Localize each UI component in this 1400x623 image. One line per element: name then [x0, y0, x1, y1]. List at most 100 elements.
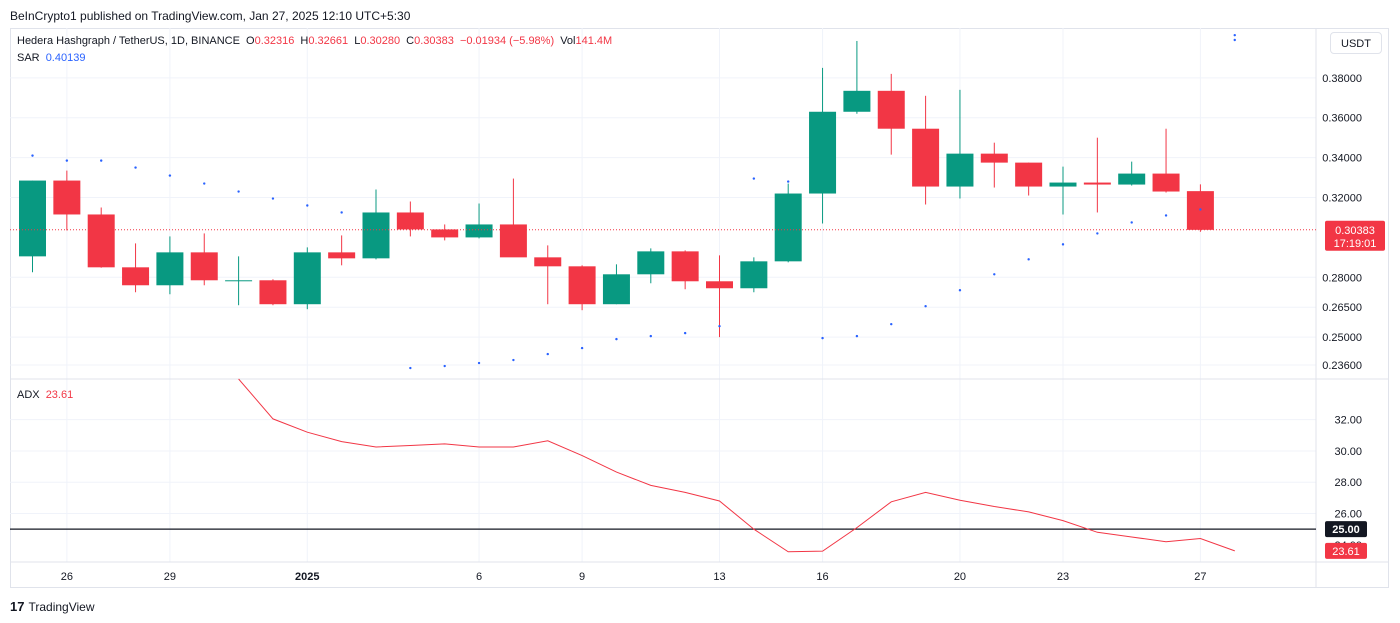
candle-body [225, 280, 253, 282]
sar-dot [271, 197, 275, 200]
candle-body [946, 153, 974, 187]
volume-value: 141.4M [575, 35, 613, 47]
candle [946, 89, 974, 199]
candle-body [190, 252, 218, 281]
adx-legend[interactable]: ADX 23.61 [17, 389, 76, 401]
last-price-tag [1325, 220, 1385, 251]
candle [396, 201, 424, 237]
candle [843, 40, 871, 114]
footer-brand[interactable]: TradingView [28, 599, 95, 614]
sar-dot [237, 190, 240, 193]
sar-dot [649, 334, 652, 338]
candle [156, 236, 184, 295]
candle-body [602, 274, 630, 305]
adx-value-text: 23.61 [1332, 546, 1360, 558]
date-tick-label: 16 [816, 571, 828, 583]
candle [1186, 184, 1214, 232]
price-tick-label: 0.25000 [1322, 332, 1362, 344]
sar-legend[interactable]: SAR 0.40139 [17, 52, 88, 64]
date-tick-label: 20 [954, 571, 966, 583]
candle [225, 256, 253, 306]
sar-dot [477, 361, 481, 365]
sar-dot [1027, 258, 1030, 261]
tradingview-logo-icon[interactable]: 17 [10, 599, 25, 614]
sar-dots [31, 33, 1236, 370]
sar-dot [1130, 221, 1133, 224]
sar-dot [821, 336, 824, 340]
sar-dot [752, 177, 756, 180]
date-tick-label: 2025 [295, 571, 319, 583]
sar-dot [100, 159, 103, 162]
date-tick-label: 6 [476, 571, 482, 583]
candle [1152, 128, 1180, 193]
candle-body [774, 193, 802, 262]
price-tick-label: 0.23600 [1322, 360, 1362, 372]
candle [53, 170, 81, 231]
sar-dot [31, 154, 34, 157]
adx-tick-label: 30.00 [1334, 446, 1362, 458]
sar-dot [1061, 243, 1065, 246]
candle-body [671, 251, 699, 282]
candle [980, 142, 1008, 188]
sar-dot [1096, 232, 1099, 235]
candle [671, 250, 699, 290]
candle [328, 235, 356, 266]
adx-tick-label: 26.00 [1334, 509, 1362, 521]
adx-line [238, 378, 1235, 553]
candle-body [156, 252, 184, 286]
symbol-legend: Hedera Hashgraph / TetherUS, 1D, BINANCE… [17, 35, 615, 47]
sar-dot [683, 331, 687, 335]
candle [259, 279, 287, 306]
low-value: 0.30280 [360, 35, 401, 47]
sar-dot [890, 322, 893, 326]
currency-button[interactable]: USDT [1330, 32, 1382, 54]
candle [706, 255, 733, 338]
sar-dot [1199, 208, 1202, 211]
candle [740, 257, 768, 293]
close-label: C [406, 35, 415, 47]
last-price-text: 0.30383 [1335, 225, 1375, 237]
sar-dot [203, 182, 206, 185]
candle [87, 207, 115, 268]
candle [1015, 162, 1043, 196]
price-tick-label: 0.36000 [1322, 113, 1362, 125]
candles [19, 40, 1214, 338]
chart-frame [10, 28, 1389, 588]
adx-value-tag [1325, 542, 1367, 559]
sar-dot [546, 352, 549, 356]
candle-body [328, 252, 356, 259]
candle-body [1118, 173, 1146, 185]
close-value: 0.30383 [414, 35, 454, 47]
candle-body [740, 261, 768, 289]
candle-body [980, 153, 1008, 163]
footer: 17 TradingView [10, 599, 95, 614]
open-value: 0.32316 [254, 35, 295, 47]
candle-body [809, 111, 837, 194]
sar-dot [958, 289, 962, 292]
candle-body [87, 214, 115, 268]
symbol-name[interactable]: Hedera Hashgraph / TetherUS, 1D, BINANCE [17, 35, 240, 47]
candle [877, 73, 905, 155]
high-value: 0.32661 [308, 35, 349, 47]
adx-pane [10, 378, 1316, 553]
candle [362, 189, 390, 260]
countdown-text: 17:19:01 [1334, 238, 1377, 250]
candle [431, 224, 459, 241]
candle [809, 67, 837, 224]
low-label: L [354, 35, 361, 47]
candle-body [293, 252, 321, 305]
candle-body [431, 229, 459, 238]
sar-dot [1233, 38, 1236, 42]
candle-body [396, 212, 424, 230]
sar-dot [615, 337, 618, 341]
date-tick-label: 23 [1057, 571, 1069, 583]
sar-dot [168, 174, 172, 177]
adx-level-text: 25.00 [1332, 524, 1360, 536]
price-tick-label: 0.28000 [1322, 272, 1362, 284]
candle [19, 180, 46, 273]
sar-dot [340, 211, 343, 214]
candle-body [53, 180, 81, 215]
date-tick-label: 9 [579, 571, 585, 583]
